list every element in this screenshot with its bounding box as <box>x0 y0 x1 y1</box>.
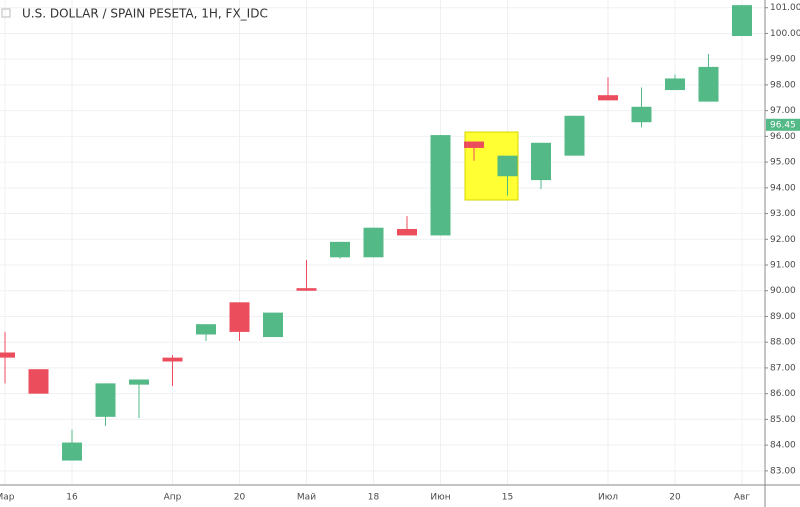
candle-body <box>162 357 183 362</box>
y-tick-label: 98.00 <box>770 80 796 90</box>
candle-body <box>330 241 350 258</box>
x-tick-label: 20 <box>669 493 681 503</box>
candle-body <box>296 288 317 291</box>
y-tick-label: 99.00 <box>770 55 796 65</box>
x-tick-label: 16 <box>66 493 78 503</box>
y-tick-label: 84.00 <box>770 441 796 451</box>
candle-body <box>665 78 685 91</box>
y-tick-label: 100.00 <box>770 29 800 39</box>
y-tick-label: 90.00 <box>770 286 796 296</box>
y-tick-label: 83.00 <box>770 466 796 476</box>
y-tick-label: 88.00 <box>770 338 796 348</box>
x-tick-label: Июл <box>598 493 618 503</box>
y-tick-label: 95.00 <box>770 158 796 168</box>
candle-body <box>196 324 216 335</box>
candle-body <box>363 227 384 258</box>
candle-body <box>631 106 652 123</box>
candle-body <box>531 142 551 181</box>
x-tick-label: 18 <box>368 493 380 503</box>
y-tick-label: 101.00 <box>770 3 800 13</box>
y-tick-label: 91.00 <box>770 261 796 271</box>
last-price-label: 96.45 <box>770 120 796 130</box>
x-tick-label: Июн <box>430 493 450 503</box>
x-tick-label: Май <box>297 493 316 503</box>
candle-body <box>397 228 417 236</box>
candle-body <box>62 442 82 461</box>
candle-body <box>464 141 484 148</box>
x-tick-label: 20 <box>234 493 246 503</box>
y-tick-label: 97.00 <box>770 106 796 116</box>
candle-body <box>0 352 15 358</box>
y-tick-label: 87.00 <box>770 363 796 373</box>
candle-body <box>497 155 518 177</box>
candle-body <box>229 302 250 332</box>
y-tick-label: 86.00 <box>770 389 796 399</box>
collapse-icon[interactable] <box>1 8 11 18</box>
y-tick-label: 93.00 <box>770 209 796 219</box>
y-tick-label: 85.00 <box>770 415 796 425</box>
chart-title: U.S. DOLLAR / SPAIN PESETA, 1H, FX_IDC <box>22 7 268 21</box>
candle-body <box>732 5 752 37</box>
y-tick-label: 96.00 <box>770 132 796 142</box>
y-tick-label: 92.00 <box>770 235 796 245</box>
candle-body <box>28 369 49 394</box>
candle-body <box>430 135 451 236</box>
candle-body <box>263 312 283 338</box>
y-tick-label: 94.00 <box>770 183 796 193</box>
x-tick-label: 15 <box>502 493 513 503</box>
candle-body <box>598 95 618 101</box>
x-tick-label: Апр <box>164 493 182 503</box>
last-price-badge <box>766 118 800 131</box>
candle-body <box>698 66 719 102</box>
y-tick-label: 89.00 <box>770 312 796 322</box>
x-tick-label: Мар <box>0 493 15 503</box>
x-tick-label: Авг <box>734 493 750 503</box>
candle-body <box>129 379 149 385</box>
candle-body <box>564 115 585 156</box>
candle-body <box>95 383 116 417</box>
